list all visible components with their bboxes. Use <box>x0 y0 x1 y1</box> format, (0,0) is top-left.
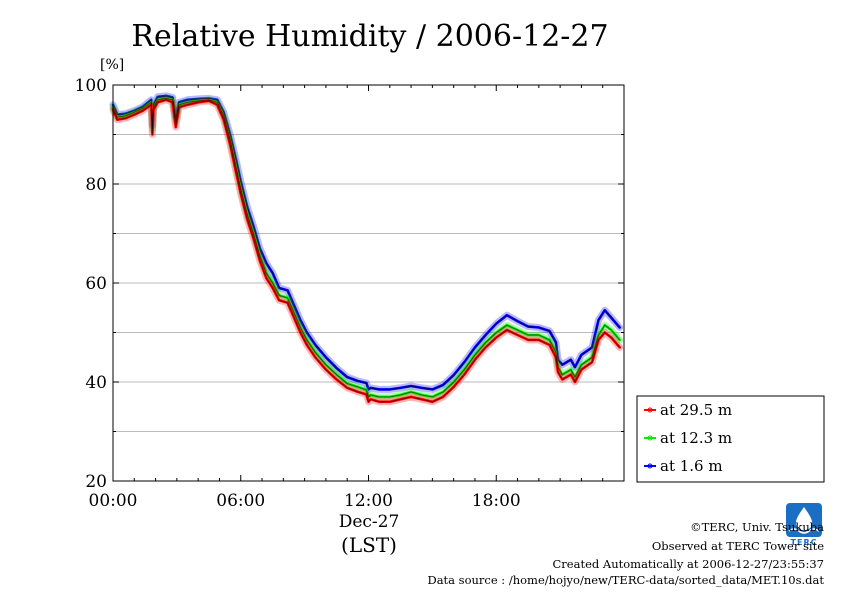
source-text: Data source : /home/hojyo/new/TERC-data/… <box>427 573 824 587</box>
observed-text: Observed at TERC Tower site <box>652 539 824 553</box>
x-axis-date: Dec-27 <box>339 512 400 532</box>
grid-lines <box>113 134 624 432</box>
wave-icon <box>788 528 820 534</box>
series-layer <box>109 92 624 406</box>
series-mean-line <box>112 99 621 403</box>
logo-text: TERC <box>791 538 818 547</box>
y-tick-labels: 20 40 60 80 100 <box>75 76 107 492</box>
series-mean-line <box>112 97 621 398</box>
legend-marker <box>647 435 653 441</box>
legend-box <box>636 395 825 483</box>
terc-logo: TERC <box>786 503 822 547</box>
water-drop-icon <box>795 507 813 530</box>
legend-marker <box>647 407 653 413</box>
x-tick-label: 00:00 <box>89 491 138 511</box>
legend-label: at 29.5 m <box>660 401 732 419</box>
legend-marker <box>647 463 653 469</box>
series-band-at-29-5-m <box>109 96 624 406</box>
y-tick-label: 40 <box>85 373 107 393</box>
series-line-at-12-3-m <box>111 97 622 399</box>
copyright-text: ©TERC, Univ. Tsukuba <box>690 520 824 534</box>
x-tick-label: 12:00 <box>344 491 393 511</box>
legend-items: at 29.5 m at 12.3 m at 1.6 m <box>644 401 732 475</box>
legend-label: at 1.6 m <box>660 457 723 475</box>
x-tick-label: 18:00 <box>472 491 521 511</box>
y-tick-label: 60 <box>85 274 107 294</box>
created-text: Created Automatically at 2006-12-27/23:5… <box>553 557 825 571</box>
series-line-at-29-5-m <box>111 98 622 404</box>
x-tick-labels: 00:00 06:00 12:00 18:00 <box>89 491 521 511</box>
axis-ticks <box>112 84 625 482</box>
y-tick-label: 20 <box>85 472 107 492</box>
series-mean-line <box>112 95 621 390</box>
y-tick-label: 100 <box>75 76 107 96</box>
series-band-at-12-3-m <box>109 94 624 401</box>
x-tick-label: 06:00 <box>216 491 265 511</box>
legend-label: at 12.3 m <box>660 429 732 447</box>
chart-title: Relative Humidity / 2006-12-27 <box>131 19 608 54</box>
legend: at 29.5 m at 12.3 m at 1.6 m <box>636 395 825 483</box>
x-axis-label: (LST) <box>341 533 397 557</box>
y-tick-label: 80 <box>85 175 107 195</box>
y-axis-unit: [%] <box>100 57 124 73</box>
